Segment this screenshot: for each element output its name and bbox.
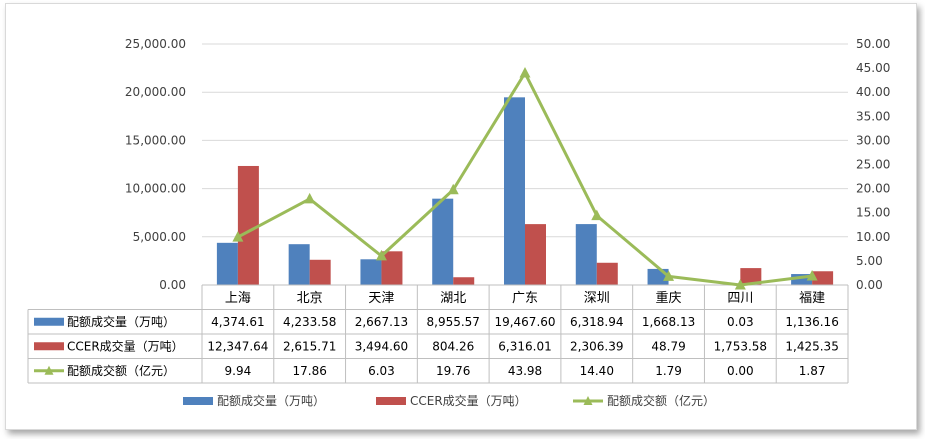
bar-ccer-volume [525,224,546,285]
category-label: 天津 [368,291,394,306]
line-point-marker [304,192,316,204]
bar-quota-volume [791,274,813,285]
right-axis-tick-label: 25.00 [856,158,890,172]
table-cell-value: 19.76 [436,364,470,378]
row-label: CCER成交量（万吨） [67,338,184,353]
table-cell-value: 2,667.13 [355,315,408,329]
line-point-marker [447,183,459,195]
table-cell-value: 1,668.13 [642,315,695,329]
right-axis-tick-label: 45.00 [856,61,890,75]
line-point-marker [734,279,746,290]
right-axis-tick-label: 30.00 [856,133,890,147]
left-axis-tick-label: 0.00 [159,278,186,292]
right-axis-tick-label: 10.00 [856,230,890,244]
line-point-marker [663,270,675,281]
table-cell-value: 14.40 [580,364,614,378]
category-label: 福建 [799,291,825,306]
table-cell-value: 19,467.60 [494,315,555,329]
bar-ccer-volume [309,259,331,285]
legend-swatch [183,397,213,405]
right-axis-tick-label: 20.00 [856,182,890,196]
right-axis-tick-label: 40.00 [856,85,890,99]
table-cell-value: 1,136.16 [785,315,838,329]
legend-label: 配额成交额（亿元） [607,393,715,408]
category-label: 北京 [297,291,323,306]
table-cell-value: 1.87 [799,364,826,378]
bar-quota-volume [432,198,454,285]
table-cell-value: 43.98 [508,364,542,378]
bar-quota-volume [575,224,597,285]
bar-ccer-volume [740,268,762,285]
legend-label: 配额成交量（万吨） [217,393,325,408]
category-label: 深圳 [584,291,610,306]
left-axis-tick-label: 20,000.00 [125,85,186,99]
legend-label: CCER成交量（万吨） [410,393,527,408]
row-key-swatch [34,317,64,326]
row-key-marker [44,365,54,375]
table-cell-value: 6.03 [368,364,395,378]
right-axis-tick-label: 0.00 [856,278,883,292]
table-cell-value: 8,955.57 [427,315,480,329]
table-cell-value: 0.03 [727,315,754,329]
line-point-marker [591,209,603,221]
table-cell-value: 6,318.94 [570,315,623,329]
bar-ccer-volume [596,262,618,285]
bar-ccer-volume [812,271,834,285]
right-axis-tick-label: 15.00 [856,206,890,220]
line-point-marker [375,249,387,261]
table-cell-value: 2,306.39 [570,339,623,353]
table-cell-value: 4,374.61 [211,315,264,329]
bar-quota-volume [216,242,238,285]
category-label: 重庆 [656,290,682,306]
row-label: 配额成交额（亿元） [67,363,175,378]
table-cell-value: 17.86 [292,364,326,378]
category-label: 湖北 [440,291,466,306]
row-label: 配额成交量（万吨） [67,314,175,329]
bar-quota-volume [504,97,525,285]
category-label: 广东 [512,291,538,306]
bar-ccer-volume [381,251,403,285]
table-cell-value: 1,425.35 [785,339,838,353]
table-cell-value: 1,753.58 [714,339,767,353]
table-cell-value: 804.26 [432,339,474,353]
left-axis-tick-label: 25,000.00 [125,37,186,51]
left-axis-tick-label: 5,000.00 [133,230,186,244]
line-point-marker [806,269,818,281]
bar-ccer-volume [453,277,475,285]
legend-marker [583,396,593,405]
table-cell-value: 6,316.01 [498,339,551,353]
line-point-marker [519,67,531,78]
line-point-marker [232,231,244,242]
row-key-swatch [34,342,64,351]
table-cell-value: 48.79 [651,339,685,353]
right-axis-tick-label: 5.00 [856,254,883,268]
table-cell-value: 2,615.71 [283,339,336,353]
right-axis-tick-label: 35.00 [856,109,890,123]
left-axis-tick-label: 15,000.00 [125,133,186,147]
table-cell-value: 1.79 [655,364,682,378]
table-cell-value: 3,494.60 [355,339,408,353]
left-axis-tick-label: 10,000.00 [125,182,186,196]
bar-ccer-volume [237,165,259,285]
bar-quota-volume [360,259,382,285]
right-axis-tick-label: 50.00 [856,37,890,51]
table-cell-value: 4,233.58 [283,315,336,329]
table-cell-value: 12,347.64 [207,339,268,353]
table-cell-value: 0.00 [727,364,754,378]
category-label: 四川 [727,291,753,306]
category-label: 上海 [225,291,251,306]
legend-swatch [376,397,406,405]
table-cell-value: 9.94 [225,364,252,378]
bar-quota-volume [288,244,310,285]
